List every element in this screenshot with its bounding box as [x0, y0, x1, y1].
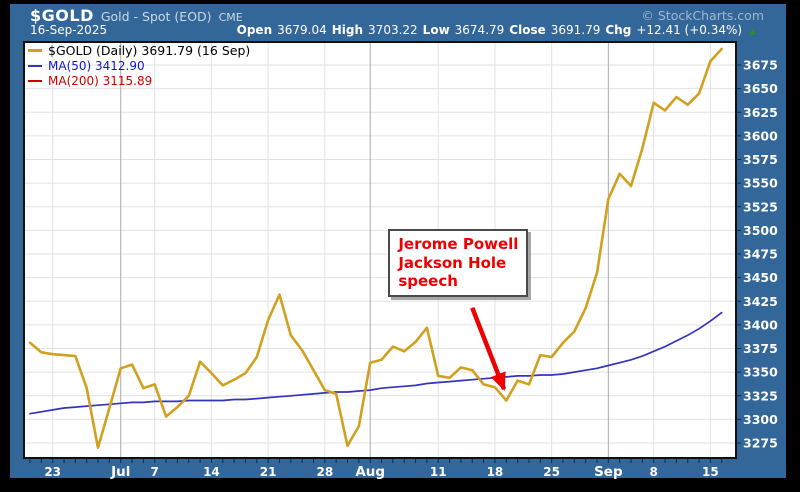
instrument-name: Gold - Spot (EOD) — [100, 9, 212, 24]
gold-series-label: $GOLD (Daily) 3691.79 (16 Sep) — [48, 43, 251, 58]
change-value: +12.41 (+0.34%) — [636, 23, 743, 37]
svg-text:3600: 3600 — [743, 128, 778, 143]
svg-text:3450: 3450 — [743, 270, 778, 285]
svg-text:3675: 3675 — [743, 58, 778, 73]
svg-text:Jul: Jul — [110, 464, 130, 480]
svg-text:3300: 3300 — [743, 412, 778, 427]
close-value: 3691.79 — [550, 23, 601, 37]
annotation-text-line: Jackson Hole — [398, 253, 507, 272]
svg-text:3375: 3375 — [743, 341, 778, 356]
svg-text:8: 8 — [650, 465, 658, 479]
low-label: Low — [422, 23, 450, 37]
svg-text:18: 18 — [487, 465, 504, 479]
ma50-series-swatch-icon — [28, 64, 42, 67]
gold-series-swatch-icon — [28, 49, 42, 52]
change-label: Chg — [605, 23, 632, 37]
svg-text:3425: 3425 — [743, 294, 778, 309]
high-label: High — [331, 23, 364, 37]
svg-text:25: 25 — [543, 465, 560, 479]
exchange-label: CME — [218, 11, 243, 24]
svg-text:23: 23 — [44, 465, 61, 479]
svg-text:3275: 3275 — [743, 436, 778, 451]
annotation-callout: Jerome Powell Jackson Hole speech — [388, 229, 529, 298]
high-value: 3703.22 — [368, 23, 418, 37]
svg-text:Aug: Aug — [355, 464, 385, 480]
annotation-text-line: Jerome Powell — [398, 235, 519, 254]
up-arrow-icon: ▲ — [749, 27, 756, 37]
chart-legend: $GOLD (Daily) 3691.79 (16 Sep) MA(50) 34… — [28, 43, 250, 88]
svg-text:3650: 3650 — [743, 81, 778, 96]
svg-text:3625: 3625 — [743, 105, 778, 120]
svg-text:15: 15 — [702, 465, 719, 479]
open-value: 3679.04 — [277, 23, 327, 37]
svg-text:3400: 3400 — [743, 317, 778, 332]
annotation-text-line: speech — [398, 272, 458, 291]
chart-header: $GOLD Gold - Spot (EOD) CME — [30, 6, 243, 25]
ma50-series-label: MA(50) 3412.90 — [48, 58, 145, 73]
open-label: Open — [236, 23, 273, 37]
svg-text:3475: 3475 — [743, 247, 778, 262]
svg-text:3525: 3525 — [743, 199, 778, 214]
svg-text:21: 21 — [260, 465, 277, 479]
low-value: 3674.79 — [454, 23, 505, 37]
close-label: Close — [509, 23, 546, 37]
stockcharts-copyright: © StockCharts.com — [641, 8, 764, 23]
svg-text:3350: 3350 — [743, 365, 778, 380]
svg-text:7: 7 — [151, 465, 159, 479]
ohlc-quote-strip: Open 3679.04 High 3703.22 Low 3674.79 Cl… — [237, 23, 756, 37]
svg-text:Sep: Sep — [594, 464, 623, 480]
symbol-label: $GOLD — [30, 6, 94, 25]
svg-text:14: 14 — [203, 465, 220, 479]
ma200-series-label: MA(200) 3115.89 — [48, 73, 153, 88]
svg-text:3550: 3550 — [743, 176, 778, 191]
svg-text:3325: 3325 — [743, 388, 778, 403]
ma200-series-swatch-icon — [28, 79, 42, 82]
legend-row-gold: $GOLD (Daily) 3691.79 (16 Sep) — [28, 43, 250, 58]
svg-text:28: 28 — [316, 465, 333, 479]
legend-row-ma200: MA(200) 3115.89 — [28, 73, 250, 88]
chart-date: 16-Sep-2025 — [30, 23, 108, 37]
svg-text:3500: 3500 — [743, 223, 778, 238]
svg-text:11: 11 — [430, 465, 447, 479]
legend-row-ma50: MA(50) 3412.90 — [28, 58, 250, 73]
svg-text:3575: 3575 — [743, 152, 778, 167]
